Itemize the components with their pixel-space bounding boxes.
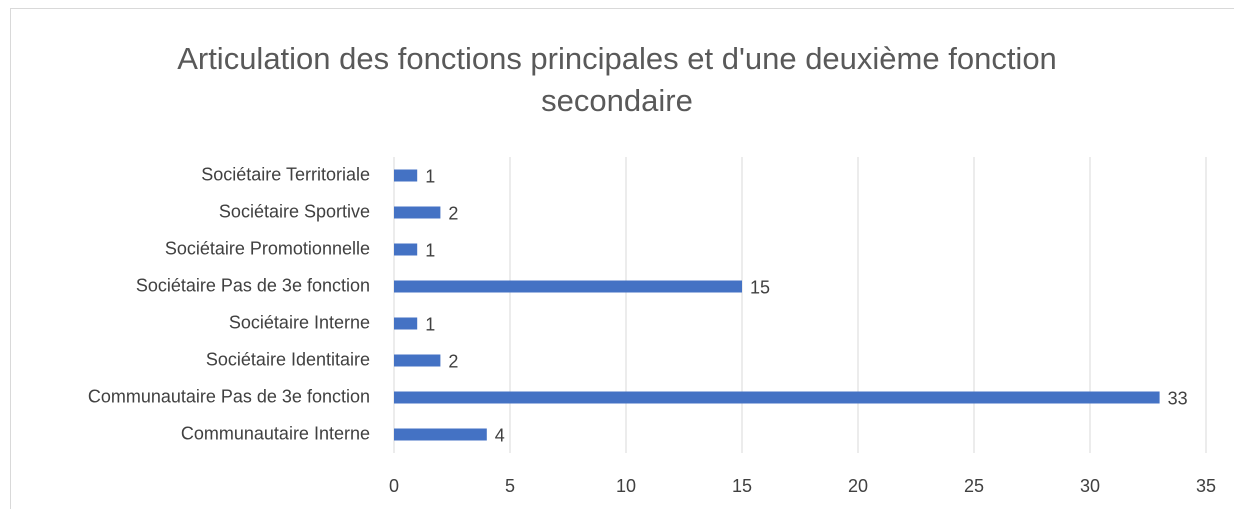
y-tick-label: Sociétaire Territoriale — [201, 164, 370, 184]
y-tick-label: Communautaire Interne — [181, 423, 370, 443]
bar — [394, 354, 441, 367]
x-tick-label: 35 — [1196, 476, 1216, 496]
x-tick-label: 5 — [505, 476, 515, 496]
data-label: 2 — [448, 351, 458, 371]
bar — [394, 317, 418, 330]
y-tick-label: Sociétaire Pas de 3e fonction — [136, 275, 370, 295]
bar — [394, 428, 487, 441]
y-tick-label: Communautaire Pas de 3e fonction — [88, 386, 370, 406]
data-label: 1 — [425, 166, 435, 186]
data-label: 4 — [495, 425, 505, 445]
x-tick-label: 0 — [389, 476, 399, 496]
y-tick-label: Sociétaire Sportive — [219, 201, 370, 221]
x-tick-label: 15 — [732, 476, 752, 496]
bar — [394, 169, 418, 182]
bar — [394, 243, 418, 256]
data-label: 1 — [425, 240, 435, 260]
bar — [394, 280, 742, 293]
x-tick-label: 30 — [1080, 476, 1100, 496]
data-label: 33 — [1168, 388, 1188, 408]
y-tick-label: Sociétaire Identitaire — [206, 349, 370, 369]
x-tick-label: 25 — [964, 476, 984, 496]
bar — [394, 206, 441, 219]
data-label: 1 — [425, 314, 435, 334]
data-label: 15 — [750, 277, 770, 297]
y-tick-label: Sociétaire Promotionnelle — [165, 238, 370, 258]
chart-title: Articulation des fonctions principales e… — [177, 41, 1057, 118]
y-tick-label: Sociétaire Interne — [229, 312, 370, 332]
x-tick-label: 10 — [616, 476, 636, 496]
chart-border — [10, 8, 1234, 509]
x-tick-label: 20 — [848, 476, 868, 496]
data-label: 2 — [448, 203, 458, 223]
bar — [394, 391, 1160, 404]
